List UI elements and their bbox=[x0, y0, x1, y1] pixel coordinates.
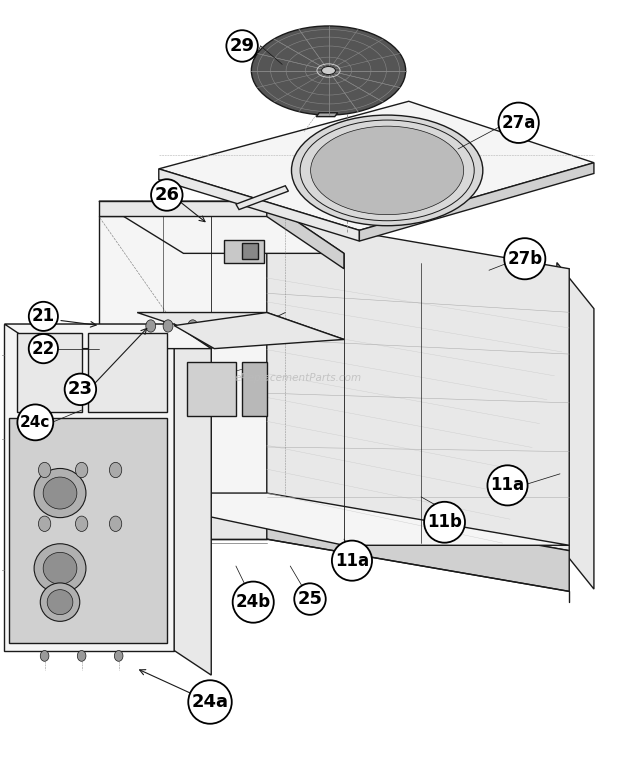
Text: 24b: 24b bbox=[236, 593, 271, 611]
Text: 26: 26 bbox=[154, 186, 179, 204]
Polygon shape bbox=[316, 113, 338, 116]
Text: 23: 23 bbox=[68, 380, 93, 399]
Circle shape bbox=[163, 320, 173, 332]
Polygon shape bbox=[236, 186, 288, 210]
Ellipse shape bbox=[47, 590, 73, 614]
Circle shape bbox=[109, 516, 122, 531]
Text: 25: 25 bbox=[298, 590, 322, 608]
Ellipse shape bbox=[34, 469, 86, 517]
Text: 27b: 27b bbox=[507, 250, 542, 268]
Circle shape bbox=[76, 463, 88, 478]
Circle shape bbox=[146, 320, 156, 332]
Circle shape bbox=[109, 463, 122, 478]
Polygon shape bbox=[159, 169, 360, 241]
Ellipse shape bbox=[34, 544, 86, 593]
Text: 11a: 11a bbox=[335, 552, 369, 570]
Ellipse shape bbox=[291, 115, 483, 226]
Polygon shape bbox=[159, 101, 594, 231]
Polygon shape bbox=[99, 497, 267, 539]
Ellipse shape bbox=[311, 126, 464, 214]
Polygon shape bbox=[242, 244, 257, 259]
Polygon shape bbox=[224, 240, 264, 263]
Polygon shape bbox=[99, 201, 267, 217]
Polygon shape bbox=[99, 201, 344, 254]
Polygon shape bbox=[360, 163, 594, 241]
Polygon shape bbox=[99, 493, 569, 545]
Polygon shape bbox=[267, 201, 344, 269]
Ellipse shape bbox=[40, 583, 80, 621]
Polygon shape bbox=[99, 217, 267, 497]
Circle shape bbox=[38, 463, 51, 478]
Polygon shape bbox=[9, 418, 167, 643]
Text: 27a: 27a bbox=[502, 114, 536, 132]
Polygon shape bbox=[174, 312, 344, 348]
Text: 11a: 11a bbox=[490, 476, 525, 494]
Ellipse shape bbox=[251, 26, 405, 115]
Polygon shape bbox=[187, 362, 236, 416]
Ellipse shape bbox=[322, 66, 335, 75]
Ellipse shape bbox=[43, 477, 77, 509]
Polygon shape bbox=[267, 217, 569, 550]
Text: 22: 22 bbox=[32, 339, 55, 358]
Polygon shape bbox=[88, 333, 167, 412]
Circle shape bbox=[114, 651, 123, 662]
Polygon shape bbox=[4, 324, 174, 651]
Text: 29: 29 bbox=[229, 37, 255, 55]
Text: 11b: 11b bbox=[427, 513, 462, 531]
Text: 24a: 24a bbox=[192, 693, 229, 711]
Polygon shape bbox=[17, 333, 82, 412]
Polygon shape bbox=[137, 312, 344, 339]
Circle shape bbox=[76, 516, 88, 531]
Polygon shape bbox=[267, 497, 569, 591]
Polygon shape bbox=[4, 324, 211, 348]
Text: 24c: 24c bbox=[20, 415, 50, 430]
Polygon shape bbox=[557, 263, 594, 589]
Circle shape bbox=[38, 516, 51, 531]
Polygon shape bbox=[242, 362, 267, 416]
Text: eReplacementParts.com: eReplacementParts.com bbox=[234, 373, 361, 383]
Circle shape bbox=[40, 651, 49, 662]
Circle shape bbox=[78, 651, 86, 662]
Circle shape bbox=[188, 320, 198, 332]
Polygon shape bbox=[174, 324, 211, 675]
Ellipse shape bbox=[43, 552, 77, 584]
Text: 21: 21 bbox=[32, 308, 55, 325]
